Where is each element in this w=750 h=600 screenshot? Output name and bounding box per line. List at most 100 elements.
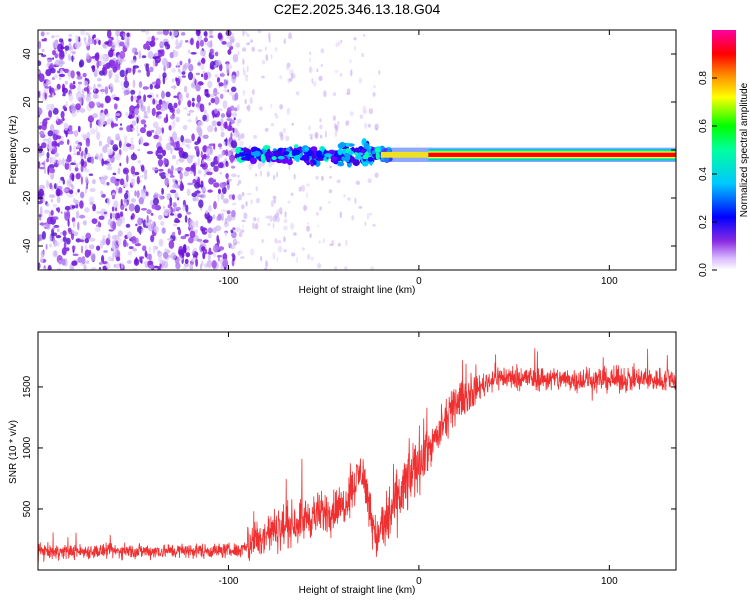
noise-speck (131, 198, 136, 203)
noise-speck (125, 69, 128, 75)
noise-speck (205, 157, 212, 162)
noise-speck (189, 220, 196, 229)
noise-speck (38, 125, 42, 130)
noise-speck (75, 210, 80, 219)
noise-speck (84, 238, 90, 244)
noise-speck (168, 125, 172, 131)
faint-speck (247, 192, 252, 196)
faint-speck (336, 179, 341, 184)
noise-speck (130, 178, 136, 186)
noise-speck (127, 250, 133, 256)
faint-speck (327, 200, 331, 204)
noise-speck (77, 84, 81, 94)
noise-speck (56, 116, 59, 122)
noise-speck (150, 234, 155, 243)
noise-speck (120, 262, 124, 270)
noise-speck (188, 236, 194, 244)
noise-speck (39, 206, 43, 215)
noise-speck (52, 133, 59, 141)
faint-speck (363, 109, 367, 114)
noise-speck (121, 58, 127, 63)
noise-speck (194, 78, 197, 86)
noise-speck (57, 241, 60, 247)
noise-speck (85, 32, 89, 36)
faint-speck (370, 266, 375, 270)
noise-speck (195, 220, 199, 228)
noise-speck (89, 201, 94, 205)
faint-speck (319, 206, 322, 211)
noise-speck (177, 213, 182, 219)
noise-speck (174, 213, 177, 217)
noise-speck (58, 138, 61, 143)
faint-speck (254, 223, 259, 230)
noise-speck (41, 48, 45, 53)
noise-speck (136, 125, 139, 134)
noise-speck (132, 79, 136, 89)
faint-speck (260, 255, 263, 262)
noise-speck (56, 83, 61, 90)
noise-speck (116, 34, 119, 44)
faint-speck (283, 236, 286, 243)
noise-speck (84, 245, 88, 250)
noise-speck (110, 176, 117, 184)
noise-speck (197, 106, 200, 111)
noise-speck (185, 144, 189, 148)
faint-speck (366, 212, 370, 220)
noise-speck (223, 79, 227, 86)
noise-speck (202, 251, 206, 260)
noise-speck (162, 30, 169, 36)
noise-speck (106, 30, 112, 39)
signal-blob (301, 154, 310, 162)
signal-blob (294, 144, 299, 149)
signal-blob (354, 152, 358, 156)
faint-speck (242, 224, 244, 229)
faint-speck (250, 39, 254, 43)
noise-speck (213, 179, 216, 183)
noise-speck (73, 160, 76, 164)
noise-speck (202, 186, 206, 192)
noise-speck (126, 32, 130, 37)
noise-speck (84, 188, 87, 194)
faint-speck (372, 92, 376, 97)
noise-speck (73, 130, 79, 137)
noise-speck (184, 215, 188, 223)
noise-speck (234, 227, 241, 233)
noise-speck (43, 160, 46, 168)
noise-speck (77, 81, 83, 85)
noise-speck (76, 151, 81, 156)
noise-speck (71, 185, 75, 189)
noise-speck (56, 228, 60, 233)
noise-speck (95, 153, 99, 161)
y-tick-label: 1500 (22, 375, 33, 398)
faint-speck (274, 46, 278, 52)
faint-speck (245, 201, 248, 207)
noise-speck (126, 155, 129, 164)
noise-speck (134, 171, 140, 176)
noise-speck (123, 239, 127, 248)
noise-speck (137, 217, 143, 226)
faint-speck (274, 238, 278, 244)
noise-speck (211, 120, 218, 127)
faint-speck (372, 223, 376, 227)
noise-speck (137, 148, 141, 152)
noise-speck (181, 251, 185, 258)
noise-speck (50, 68, 56, 74)
noise-speck (130, 95, 134, 102)
noise-speck (232, 194, 235, 201)
colorbar-ticks: 0.0 0.2 0.4 0.6 0.8 (698, 71, 717, 277)
noise-speck (207, 80, 213, 89)
snr-frame (37, 331, 677, 571)
noise-speck (176, 226, 181, 230)
noise-speck (201, 246, 206, 252)
spectrogram-y-ticks: -40 -20 0 20 40 (22, 48, 676, 253)
noise-speck (73, 144, 76, 153)
faint-speck (308, 66, 313, 74)
noise-speck (52, 92, 55, 98)
faint-speck (361, 52, 365, 58)
faint-speck (329, 243, 334, 246)
noise-speck (77, 72, 81, 77)
noise-speck (128, 203, 135, 212)
noise-speck (96, 210, 103, 214)
faint-speck (307, 253, 311, 260)
signal-blob (361, 161, 369, 167)
